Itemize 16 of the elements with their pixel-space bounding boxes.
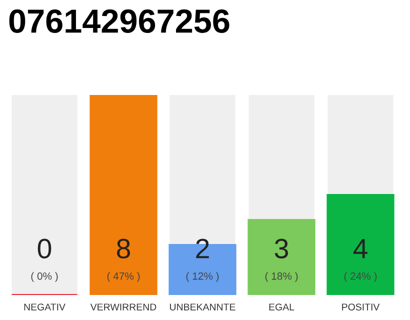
annotation: ( 47% ) (107, 272, 140, 282)
x-tick-label: UNBEKANNTE (170, 304, 236, 310)
x-tick-label: POSITIV (342, 304, 380, 310)
data-label: 8 (116, 238, 130, 258)
annotation: ( 18% ) (265, 272, 298, 282)
data-label: 2 (196, 238, 209, 258)
data-label: 0 (38, 238, 52, 258)
data-label: 3 (274, 238, 288, 258)
x-tick-label: NEGATIV (24, 304, 66, 310)
data-label: 4 (353, 239, 368, 258)
annotation: ( 0% ) (31, 272, 58, 282)
chart-title: 076142967256 (9, 9, 230, 33)
x-tick-label: EGAL (269, 304, 294, 310)
annotation: ( 24% ) (344, 272, 377, 282)
annotation: ( 12% ) (186, 272, 219, 282)
x-tick-label: VERWIRREND (90, 304, 156, 310)
